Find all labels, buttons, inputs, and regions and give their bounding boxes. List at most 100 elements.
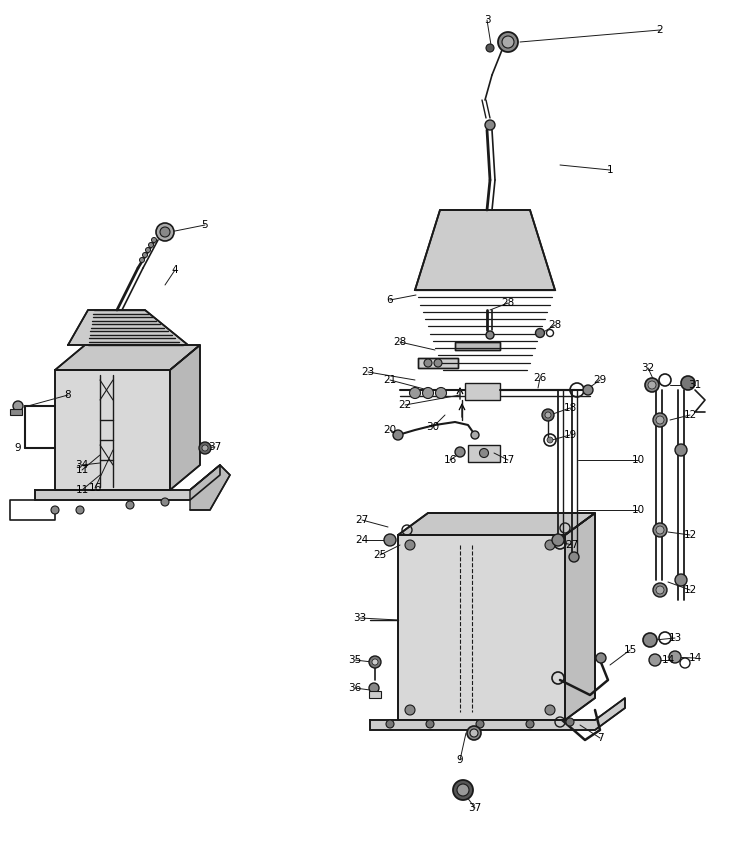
- Text: 34: 34: [76, 460, 89, 470]
- Circle shape: [498, 32, 518, 52]
- Circle shape: [566, 718, 574, 726]
- Circle shape: [653, 413, 667, 427]
- Circle shape: [552, 534, 564, 546]
- Circle shape: [470, 729, 478, 737]
- Text: 2: 2: [656, 25, 663, 35]
- Text: 35: 35: [348, 655, 362, 665]
- Circle shape: [545, 412, 551, 418]
- Circle shape: [161, 498, 169, 506]
- Polygon shape: [55, 345, 200, 370]
- Circle shape: [656, 526, 664, 534]
- Polygon shape: [398, 513, 595, 535]
- Text: 5: 5: [201, 220, 208, 230]
- Circle shape: [476, 720, 484, 728]
- Text: 10: 10: [631, 505, 645, 515]
- Circle shape: [656, 586, 664, 594]
- Polygon shape: [468, 445, 500, 462]
- Text: 26: 26: [534, 373, 547, 383]
- Text: 37: 37: [209, 442, 222, 452]
- Circle shape: [393, 430, 403, 440]
- Circle shape: [656, 416, 664, 424]
- Text: 16: 16: [443, 455, 456, 465]
- Circle shape: [681, 376, 695, 390]
- Text: 9: 9: [456, 755, 463, 765]
- Circle shape: [372, 659, 378, 665]
- Circle shape: [13, 401, 23, 411]
- Text: 8: 8: [65, 390, 71, 400]
- Circle shape: [453, 780, 473, 800]
- Text: 12: 12: [684, 585, 697, 595]
- Circle shape: [596, 653, 606, 663]
- Polygon shape: [35, 465, 220, 500]
- Circle shape: [436, 388, 446, 399]
- Polygon shape: [370, 698, 625, 730]
- Circle shape: [202, 445, 208, 451]
- Polygon shape: [398, 535, 565, 720]
- Circle shape: [545, 705, 555, 715]
- Text: 25: 25: [373, 550, 387, 560]
- Text: 1: 1: [606, 165, 613, 175]
- Circle shape: [405, 705, 415, 715]
- Circle shape: [467, 726, 481, 740]
- Text: 28: 28: [501, 298, 514, 308]
- Text: 9: 9: [15, 443, 21, 453]
- Circle shape: [479, 448, 489, 458]
- Circle shape: [140, 257, 145, 262]
- Text: 4: 4: [172, 265, 179, 275]
- Circle shape: [669, 651, 681, 663]
- Circle shape: [649, 654, 661, 666]
- Circle shape: [76, 506, 84, 514]
- Circle shape: [455, 447, 465, 457]
- Circle shape: [486, 331, 494, 339]
- Circle shape: [545, 540, 555, 550]
- Text: 31: 31: [689, 380, 702, 390]
- Polygon shape: [465, 383, 500, 400]
- Circle shape: [486, 44, 494, 52]
- Text: 23: 23: [362, 367, 375, 377]
- Text: 36: 36: [348, 683, 362, 693]
- Circle shape: [547, 437, 553, 443]
- Text: 27: 27: [356, 515, 369, 525]
- Circle shape: [199, 442, 211, 454]
- Circle shape: [369, 683, 379, 693]
- Circle shape: [434, 359, 442, 367]
- Text: 14: 14: [689, 653, 702, 663]
- Circle shape: [526, 720, 534, 728]
- Polygon shape: [68, 310, 188, 345]
- Text: 28: 28: [548, 320, 562, 330]
- Circle shape: [151, 238, 157, 243]
- Circle shape: [675, 574, 687, 586]
- Text: 32: 32: [642, 363, 655, 373]
- Circle shape: [457, 784, 469, 796]
- Text: 28: 28: [393, 337, 406, 347]
- Polygon shape: [369, 691, 381, 698]
- Text: 22: 22: [398, 400, 412, 410]
- Text: 11: 11: [76, 465, 89, 475]
- Circle shape: [409, 388, 420, 399]
- Circle shape: [536, 329, 545, 337]
- Circle shape: [51, 506, 59, 514]
- Text: 27: 27: [565, 540, 578, 550]
- Circle shape: [502, 36, 514, 48]
- Text: 17: 17: [501, 455, 514, 465]
- Text: 15: 15: [623, 645, 637, 655]
- Circle shape: [485, 120, 495, 130]
- Polygon shape: [10, 409, 22, 415]
- Circle shape: [645, 378, 659, 392]
- Text: 7: 7: [597, 733, 603, 743]
- Polygon shape: [455, 342, 500, 350]
- Circle shape: [369, 656, 381, 668]
- Text: 10: 10: [631, 455, 645, 465]
- Text: 12: 12: [684, 410, 697, 420]
- Circle shape: [424, 359, 432, 367]
- Text: 19: 19: [563, 430, 577, 440]
- Text: 24: 24: [356, 535, 369, 545]
- Circle shape: [648, 381, 656, 389]
- Polygon shape: [190, 465, 230, 510]
- Polygon shape: [418, 358, 458, 368]
- Polygon shape: [415, 210, 555, 290]
- Circle shape: [156, 223, 174, 241]
- Circle shape: [583, 385, 593, 395]
- Polygon shape: [55, 370, 170, 490]
- Circle shape: [148, 243, 154, 247]
